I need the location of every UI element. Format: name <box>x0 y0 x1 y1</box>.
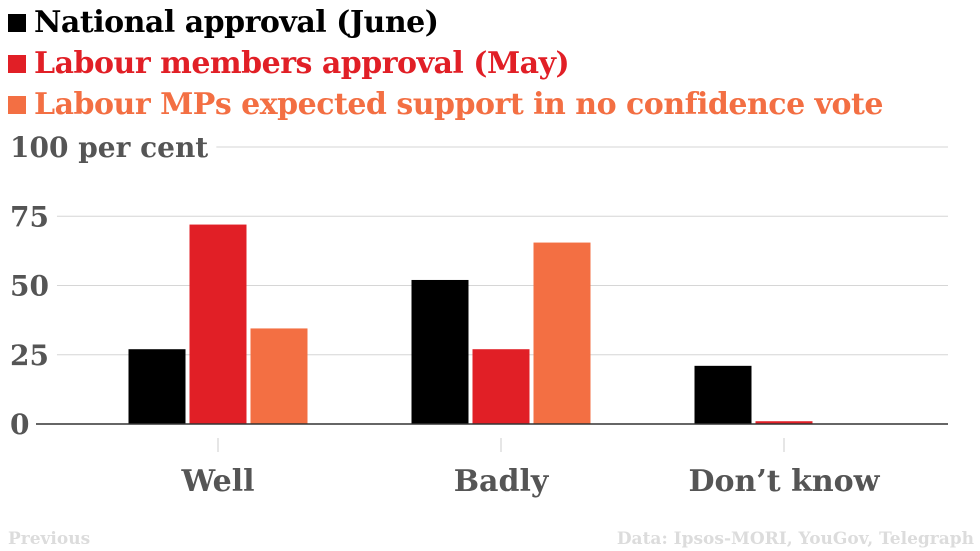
tick-label-background <box>8 269 57 303</box>
bar <box>189 224 247 424</box>
y-tick-label: 100 per cent <box>10 131 208 164</box>
bar <box>411 279 469 424</box>
bar <box>128 349 186 424</box>
legend-label-mps: Labour MPs expected support in no confid… <box>34 87 884 122</box>
x-tick-label: Well <box>180 464 254 499</box>
legend-item-labour-mps-support: Labour MPs expected support in no confid… <box>8 84 884 125</box>
legend-item-labour-members-approval: Labour members approval (May) <box>8 43 883 84</box>
legend-swatch-members <box>8 54 26 73</box>
bar <box>694 365 752 424</box>
legend-label-members: Labour members approval (May) <box>34 46 570 81</box>
y-tick-label: 50 <box>10 270 49 303</box>
bar <box>250 328 308 424</box>
tick-label-background <box>8 131 217 164</box>
x-tick-label: Badly <box>454 464 550 499</box>
legend-swatch-mps <box>8 95 26 114</box>
source-note: Data: Ipsos-MORI, YouGov, Telegraph <box>616 529 974 549</box>
legend-swatch-national <box>8 13 26 32</box>
tick-label-background <box>8 200 57 234</box>
previous-link[interactable]: Previous <box>8 529 91 549</box>
bar <box>755 421 813 424</box>
y-tick-label: 25 <box>10 339 49 372</box>
x-tick-label: Don’t know <box>688 464 880 499</box>
y-tick-label: 75 <box>10 200 49 233</box>
legend-label-national: National approval (June) <box>34 5 439 40</box>
bar <box>472 349 530 424</box>
bar <box>533 242 591 424</box>
y-tick-label: 0 <box>10 408 29 441</box>
tick-label-background <box>8 338 57 372</box>
chart-legend: National approval (June) Labour members … <box>8 2 884 125</box>
legend-item-national-approval: National approval (June) <box>8 2 883 43</box>
tick-label-background <box>8 408 38 441</box>
